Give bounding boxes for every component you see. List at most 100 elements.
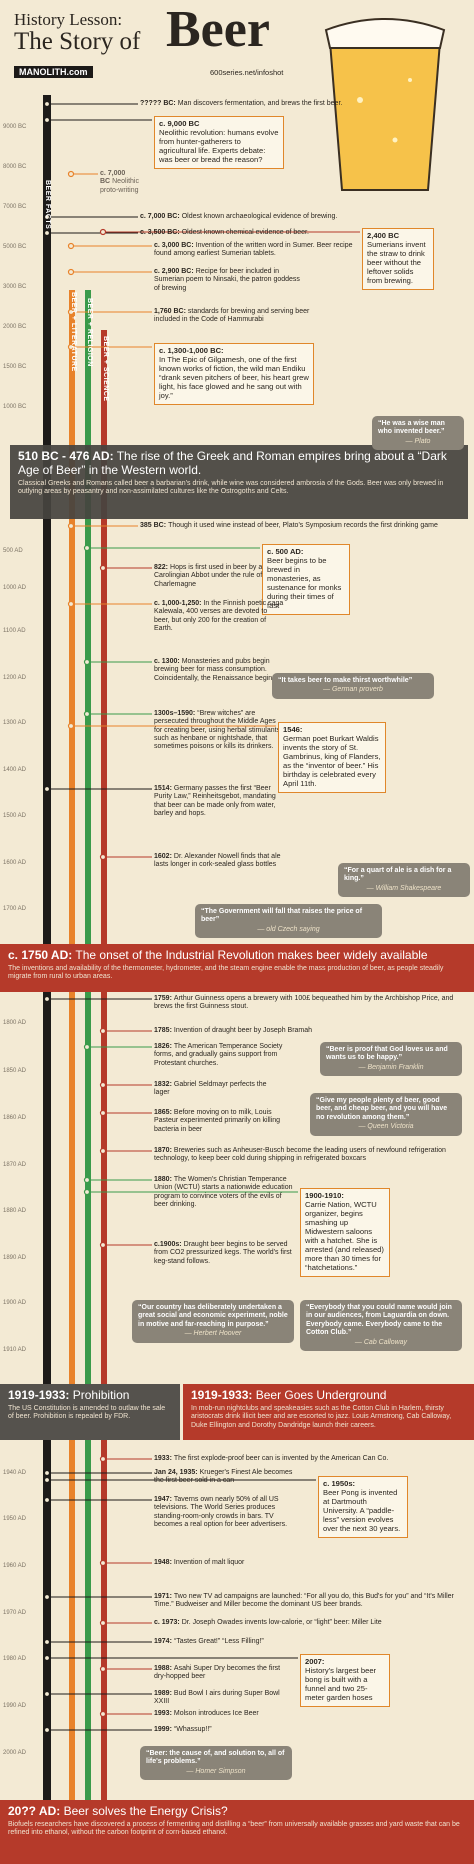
event-date: 1514: — [154, 785, 172, 792]
banner-date: 510 BC - 476 AD: — [18, 449, 114, 463]
column-label: BEER FACTS — [44, 180, 51, 230]
timeline-dot — [43, 229, 51, 237]
event: 1546: German poet Burkart Waldis invents … — [278, 722, 386, 793]
timeline-dot — [83, 658, 91, 666]
quote-text: “The Government will fall that raises th… — [201, 908, 363, 924]
timeline-dot — [83, 1043, 91, 1051]
quote-source: — Cab Calloway — [354, 1338, 408, 1346]
timeline-dot — [43, 1476, 51, 1484]
timeline-dot — [43, 785, 51, 793]
title-word: Beer — [166, 1, 270, 58]
event-text: Neolithic revolution: humans evolve from… — [159, 127, 279, 164]
quote-source: — William Shakespeare — [366, 884, 442, 892]
quote-source: — Benjamin Franklin — [358, 1063, 424, 1071]
event-date: Jan 24, 1935: — [154, 1469, 198, 1476]
event: 1602: Dr. Alexander Nowell finds that ale… — [154, 853, 284, 870]
event: 1971: Two new TV ad campaigns are launche… — [154, 1593, 454, 1610]
event: 1947: Taverns own nearly 50% of all US te… — [154, 1496, 294, 1529]
event: 2007: History's largest beer bong is buil… — [300, 1654, 390, 1707]
timeline-dot — [67, 308, 75, 316]
event-text: Beer begins to be brewed in monasteries,… — [267, 555, 342, 610]
title-line: History Lesson: — [14, 10, 123, 29]
year-label: 1000 BC — [3, 404, 27, 410]
year-label: 1910 AD — [3, 1347, 27, 1353]
quote-text: “Our country has deliberately undertaken… — [138, 1304, 288, 1328]
literature-line — [69, 290, 75, 1800]
event-date: 1602: — [154, 853, 172, 860]
event-date: 822: — [154, 564, 169, 571]
event: 1,760 BC: standards for brewing and servi… — [154, 308, 334, 325]
timeline-dot — [99, 1081, 107, 1089]
year-label: 1300 AD — [3, 720, 27, 726]
timeline-dot — [99, 228, 107, 236]
event: 1974: “Tastes Great!” “Less Filling!” — [154, 1638, 354, 1646]
quote: “For a quart of ale is a dish for a king… — [338, 863, 470, 898]
event: 822: Hops is first used in beer by a Caro… — [154, 564, 284, 589]
timeline-dot — [67, 242, 75, 250]
event: c. 9,000 BC Neolithic revolution: humans … — [154, 116, 284, 169]
year-label: 1950 AD — [3, 1516, 27, 1522]
timeline-dot — [99, 1559, 107, 1567]
event-text: Bud Bowl I airs during Super Bowl XXIII — [154, 1690, 280, 1706]
event-text: Dr. Alexander Nowell finds that ale last… — [154, 853, 281, 869]
event-text: The Women's Christian Temperance Union (… — [154, 1176, 293, 1208]
science-line — [101, 330, 107, 1800]
quote: “The Government will fall that raises th… — [195, 904, 382, 939]
banner-heading: Prohibition — [72, 1388, 130, 1402]
quote: “Beer: the cause of, and solution to, al… — [140, 1746, 292, 1781]
event-text: Oldest known archaeological evidence of … — [181, 213, 338, 220]
event-text: Monasteries and pubs begin brewing beer … — [154, 658, 278, 682]
event-text: Dr. Joseph Owades invents low-calorie, o… — [181, 1619, 382, 1626]
quote-text: “Everybody that you could name would joi… — [306, 1304, 452, 1337]
event-date: c. 3,000 BC: — [154, 242, 194, 249]
event-text: Invention of malt liquor — [173, 1559, 245, 1566]
event-text: Recipe for beer included in Sumerian poe… — [154, 268, 300, 292]
timeline-dot — [43, 100, 51, 108]
quote-source: — old Czech saying — [257, 925, 320, 933]
event: 2,400 BC Sumerians invent the straw to dr… — [362, 228, 434, 290]
event-date: 1988: — [154, 1665, 172, 1672]
event-text: Before moving on to milk, Louis Pasteur … — [154, 1109, 281, 1133]
timeline-dot — [43, 1496, 51, 1504]
timeline-dot — [67, 343, 75, 351]
event-text: The American Temperance Society forms, a… — [154, 1043, 283, 1067]
event: 1300s–1590: “Brew witches” are persecuted… — [154, 710, 284, 751]
timeline-dot — [99, 1455, 107, 1463]
quote-text: “For a quart of ale is a dish for a king… — [344, 867, 452, 883]
timeline-dot — [43, 1654, 51, 1662]
event-text: “Brew witches” are persecuted throughout… — [154, 710, 281, 750]
event-date: 1300s–1590: — [154, 710, 196, 717]
event: 1759: Arthur Guinness opens a brewery wit… — [154, 995, 454, 1012]
event-text: Though it used wine instead of beer, Pla… — [168, 522, 438, 529]
event: 1999: “Whassup!!” — [154, 1726, 294, 1734]
timeline-dot — [99, 1665, 107, 1673]
timeline-dot — [99, 1619, 107, 1627]
year-label: 1940 AD — [3, 1470, 27, 1476]
event-date: 2007: — [305, 1657, 325, 1666]
timeline-dot — [99, 1147, 107, 1155]
banner-heading: Beer Goes Underground — [255, 1388, 387, 1402]
timeline-dot — [43, 1638, 51, 1646]
event-text: Carrie Nation, WCTU organizer, begins sm… — [305, 1199, 384, 1272]
year-label: 1980 AD — [3, 1656, 27, 1662]
quote-text: “Beer is proof that God loves us and wan… — [326, 1046, 448, 1062]
event-date: 1870: — [154, 1147, 172, 1154]
event-date: c. 500 AD: — [267, 547, 304, 556]
banner-date: 1919-1933: — [8, 1388, 70, 1402]
timeline-dot — [43, 213, 51, 221]
timeline-dot — [83, 1188, 91, 1196]
event: c.1900s: Draught beer begins to be served… — [154, 1241, 294, 1266]
event-text: Asahi Super Dry becomes the first dry-ho… — [154, 1665, 281, 1681]
timeline-dot — [67, 268, 75, 276]
timeline-dot — [67, 170, 75, 178]
event-date: c. 1950s: — [323, 1479, 356, 1488]
event-date: c. 1,000-1,250: — [154, 600, 202, 607]
quote: “It takes beer to make thirst worthwhile… — [272, 673, 434, 699]
timeline-dot — [83, 1176, 91, 1184]
timeline-dot — [99, 1710, 107, 1718]
event-date: ????? BC: — [140, 100, 176, 107]
year-label: 3000 BC — [3, 284, 27, 290]
timeline-dot — [99, 564, 107, 572]
year-label: 1600 AD — [3, 860, 27, 866]
event-text: German poet Burkart Waldis invents the s… — [283, 733, 381, 788]
